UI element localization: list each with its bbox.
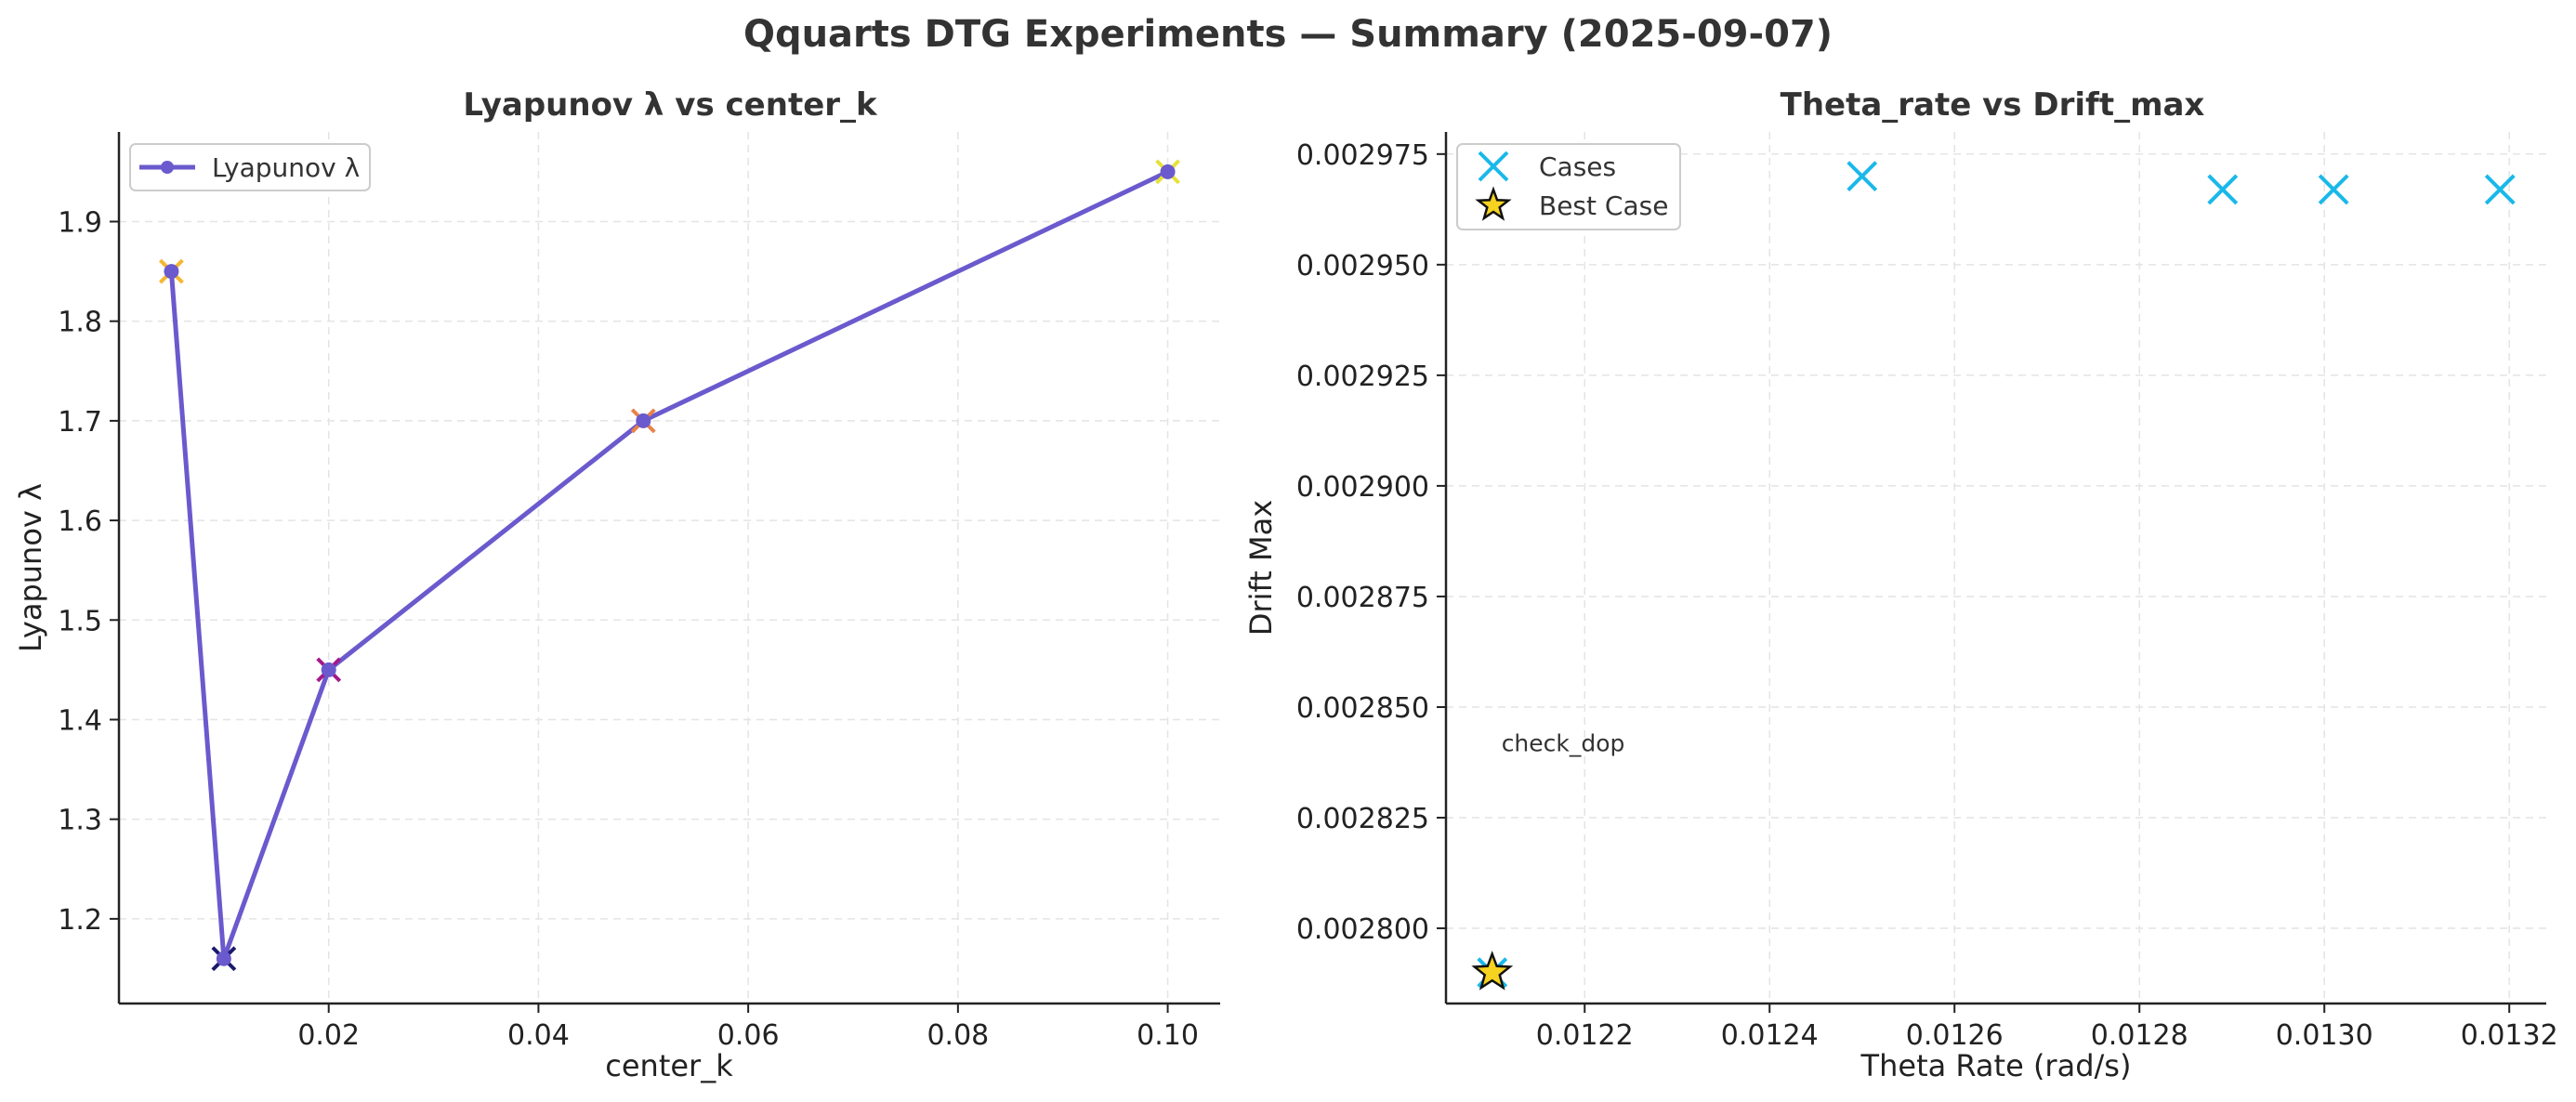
chart2-ylabel: Drift Max [1243,500,1279,636]
chart1-ytick-label: 1.9 [58,206,102,239]
chart1-legend: Lyapunov λ [129,143,371,191]
chart1-xtick-label: 0.06 [717,1019,780,1052]
theta-drift-chart: Theta_rate vs Drift_max 0.0122 0.0124 0.01… [1243,86,2558,1083]
chart2-xtick-label: 0.0132 [2461,1019,2558,1052]
chart1-ticks: 0.02 0.04 0.06 0.08 0.10 1.2 1.3 1.4 1.5 1.6 1.7 1.… [58,206,1199,1052]
chart1-grid [119,132,1220,1004]
chart1-data-point [164,264,179,280]
chart1-data-point [321,662,336,677]
chart2-legend: Cases Best Case [1456,143,1681,230]
chart1-ylabel: Lyapunov λ [13,483,48,652]
chart1-ytick-label: 1.3 [58,805,102,837]
chart2-xtick-label: 0.0122 [1536,1019,1634,1052]
chart2-legend-best-marker [1475,186,1512,221]
chart1-legend-label: Lyapunov λ [212,152,360,183]
chart1-xtick-label: 0.02 [297,1019,360,1052]
chart2-case-point [1847,161,1878,192]
chart2-legend-box [1456,143,1681,230]
chart1-legend-box [129,143,371,191]
chart1-title: Lyapunov λ vs center_k [463,86,878,124]
chart2-xlabel: Theta Rate (rad/s) [1860,1048,2132,1083]
chart2-title: Theta_rate vs Drift_max [1781,86,2205,124]
chart2-ytick-label: 0.002925 [1296,361,1429,393]
chart1-xtick-label: 0.04 [507,1019,570,1052]
chart2-xtick-label: 0.0128 [2091,1019,2188,1052]
chart2-xtick-label: 0.0130 [2276,1019,2373,1052]
chart1-ytick-label: 1.6 [58,505,102,538]
chart2-legend-cases-marker [1478,151,1509,182]
chart1-plot-area [159,159,1180,972]
chart1-ytick-label: 1.8 [58,307,102,339]
chart2-case-point [2484,174,2516,205]
chart1-ytick-label: 1.4 [58,704,102,737]
figure-title: Qquarts DTG Experiments — Summary (2025-… [743,13,1833,56]
chart1-xtick-label: 0.10 [1137,1019,1199,1052]
chart2-xtick-label: 0.0124 [1721,1019,1819,1052]
chart2-ytick-label: 0.002975 [1296,139,1429,172]
chart1-xlabel: center_k [605,1048,733,1083]
chart1-ytick-label: 1.5 [58,605,102,637]
chart2-plot-area: check_dop [1471,161,2516,990]
chart1-legend-marker [161,161,174,174]
chart1-ytick-label: 1.2 [58,904,102,937]
chart1-data-point [636,413,651,428]
chart2-ytick-label: 0.002875 [1296,582,1429,614]
chart2-ytick-label: 0.002900 [1296,471,1429,504]
chart2-legend-best-label: Best Case [1539,190,1668,221]
lyapunov-chart: Lyapunov λ vs center_k 0.02 0.04 0.06 0.08 0… [13,86,1220,1083]
chart2-ytick-label: 0.002850 [1296,692,1429,725]
chart2-grid [1446,132,2546,1004]
chart2-xtick-label: 0.0126 [1906,1019,2004,1052]
chart1-data-point [1160,164,1176,179]
chart2-legend-cases-label: Cases [1539,151,1616,182]
chart1-xtick-label: 0.08 [927,1019,989,1052]
chart2-ytick-label: 0.002825 [1296,803,1429,835]
chart2-ytick-label: 0.002950 [1296,250,1429,282]
chart2-case-point [2318,174,2349,205]
chart1-series-line [168,169,1169,962]
chart2-case-point [2207,174,2239,205]
chart2-ytick-label: 0.002800 [1296,913,1429,946]
chart2-ticks: 0.0122 0.0124 0.0126 0.0128 0.0130 0.0132 0.00… [1296,139,2558,1052]
chart1-ytick-label: 1.7 [58,406,102,439]
chart2-best-case-point [1471,951,1514,990]
chart2-annotation: check_dop [1502,730,1625,757]
chart1-data-point [216,951,231,966]
